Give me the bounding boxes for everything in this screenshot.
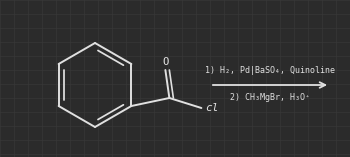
Text: cl: cl	[205, 103, 219, 113]
Text: O: O	[162, 57, 168, 67]
Text: 2) CH₃MgBr, H₃O⁺: 2) CH₃MgBr, H₃O⁺	[230, 93, 310, 102]
Text: 1) H₂, Pd|BaSO₄, Quinoline: 1) H₂, Pd|BaSO₄, Quinoline	[205, 66, 335, 75]
